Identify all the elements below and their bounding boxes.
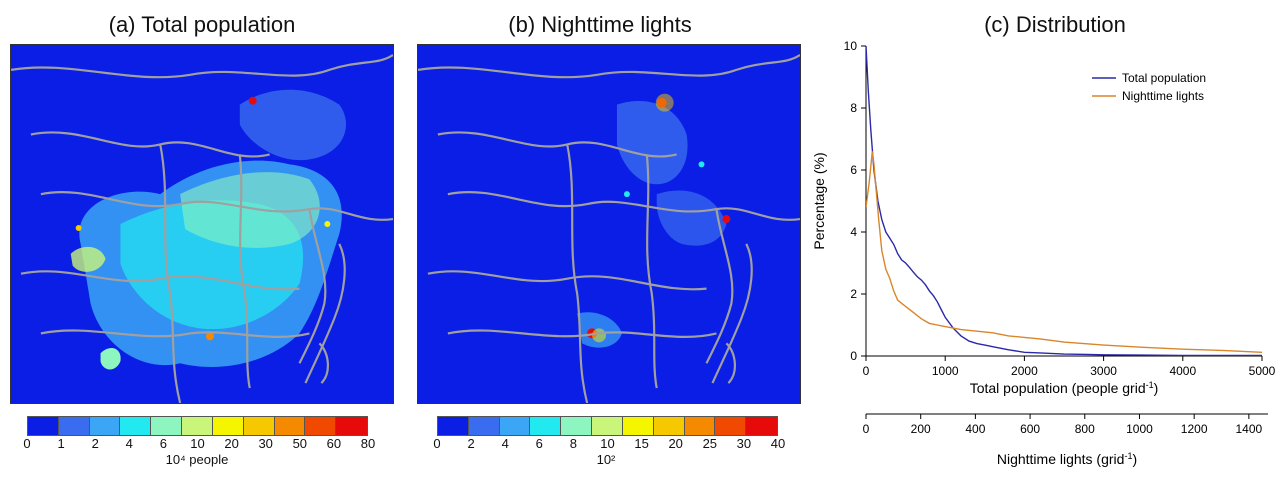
y-tick-label: 0 — [850, 349, 857, 363]
colorbar-swatch — [715, 417, 747, 435]
y-tick-label: 8 — [850, 101, 857, 115]
x2-axis-label: Nighttime lights (grid-1) — [997, 451, 1137, 467]
x-tick-label: 5000 — [1249, 364, 1276, 378]
colorbar-tick-label: 50 — [292, 436, 308, 451]
colorbar-swatch — [182, 417, 213, 435]
colorbar-swatch — [746, 417, 777, 435]
colorbar-tick-label: 20 — [668, 436, 683, 451]
panel-a-title: (a) Total population — [108, 12, 296, 37]
colorbar-swatch — [468, 417, 500, 435]
legend-label: Total population — [1122, 71, 1206, 85]
y-tick-label: 4 — [850, 225, 857, 239]
colorbar-tick-label: 4 — [125, 436, 133, 451]
colorbar-swatch — [89, 417, 121, 435]
nighttime-lights-colorbar — [437, 416, 778, 436]
x2-tick-label: 800 — [1075, 422, 1095, 436]
y-axis-label: Percentage (%) — [811, 152, 827, 249]
colorbar-tick-label: 2 — [467, 436, 475, 451]
x2-tick-label: 200 — [911, 422, 931, 436]
colorbar-tick-label: 0 — [23, 436, 31, 451]
nighttime-lights-map-image — [418, 45, 800, 403]
colorbar-tick-label: 40 — [770, 436, 786, 451]
x-tick-label: 2000 — [1011, 364, 1038, 378]
colorbar-tick-label: 1 — [57, 436, 65, 451]
legend-label: Nighttime lights — [1122, 89, 1204, 103]
colorbar-swatch — [561, 417, 593, 435]
colorbar-swatch — [58, 417, 90, 435]
x-tick-label: 3000 — [1090, 364, 1117, 378]
x2-tick-label: 400 — [965, 422, 985, 436]
colorbar-swatch — [274, 417, 306, 435]
y-tick-label: 2 — [850, 287, 857, 301]
x-tick-label: 4000 — [1169, 364, 1196, 378]
colorbar-tick-label: 20 — [224, 436, 239, 451]
colorbar-swatch — [684, 417, 716, 435]
x2-tick-label: 1200 — [1181, 422, 1208, 436]
colorbar-tick-label: 0 — [433, 436, 441, 451]
x-tick-label: 1000 — [932, 364, 959, 378]
colorbar-tick-label: 8 — [569, 436, 578, 451]
colorbar-swatch — [243, 417, 275, 435]
colorbar-tick-label: 25 — [702, 436, 718, 451]
colorbar-swatch — [592, 417, 623, 435]
x-tick-label: 0 — [863, 364, 870, 378]
x2-tick-label: 0 — [863, 422, 870, 436]
colorbar-swatch — [530, 417, 562, 435]
panel-c-title: (c) Distribution — [984, 12, 1126, 37]
colorbar-swatch — [499, 417, 531, 435]
colorbar-swatch — [28, 417, 59, 435]
colorbar-tick-label: 30 — [736, 436, 752, 451]
colorbar-tick-label: 6 — [535, 436, 543, 451]
colorbar-swatch — [120, 417, 152, 435]
colorbar-swatch — [212, 417, 244, 435]
colorbar-swatch — [438, 417, 469, 435]
colorbar-tick-label: 10 — [600, 436, 615, 451]
colorbar-tick-label: 2 — [91, 436, 99, 451]
y-tick-label: 10 — [844, 39, 858, 53]
population-map-image — [11, 45, 393, 403]
series-line-nighttime-lights — [866, 151, 1262, 353]
x-axis-label: Total population (people grid-1) — [970, 380, 1159, 396]
colorbar-tick-label: 15 — [634, 436, 649, 451]
colorbar-swatch — [653, 417, 685, 435]
x2-tick-label: 1000 — [1126, 422, 1153, 436]
x2-tick-label: 600 — [1020, 422, 1040, 436]
colorbar-tick-label: 10 — [190, 436, 205, 451]
series-line-total-population — [866, 46, 1262, 356]
population-map — [10, 44, 394, 404]
colorbar-swatch — [622, 417, 654, 435]
x2-tick-label: 1400 — [1236, 422, 1263, 436]
panel-b-title: (b) Nighttime lights — [508, 12, 692, 37]
population-colorbar-unit: 10⁴ people — [165, 452, 229, 467]
colorbar-tick-label: 80 — [360, 436, 376, 451]
colorbar-tick-label: 6 — [159, 436, 168, 451]
colorbar-tick-label: 60 — [326, 436, 342, 451]
nighttime-lights-map — [417, 44, 801, 404]
nighttime-lights-colorbar-unit: 10² — [596, 452, 616, 467]
colorbar-swatch — [336, 417, 367, 435]
population-colorbar — [27, 416, 368, 436]
colorbar-swatch — [305, 417, 337, 435]
colorbar-tick-label: 30 — [258, 436, 273, 451]
colorbar-swatch — [151, 417, 183, 435]
colorbar-tick-label: 4 — [501, 436, 509, 451]
y-tick-label: 6 — [850, 163, 857, 177]
distribution-chart: 0 2 4 6 8 10 0 1000 2000 3000 4000 5000 Total popula… — [800, 36, 1285, 478]
